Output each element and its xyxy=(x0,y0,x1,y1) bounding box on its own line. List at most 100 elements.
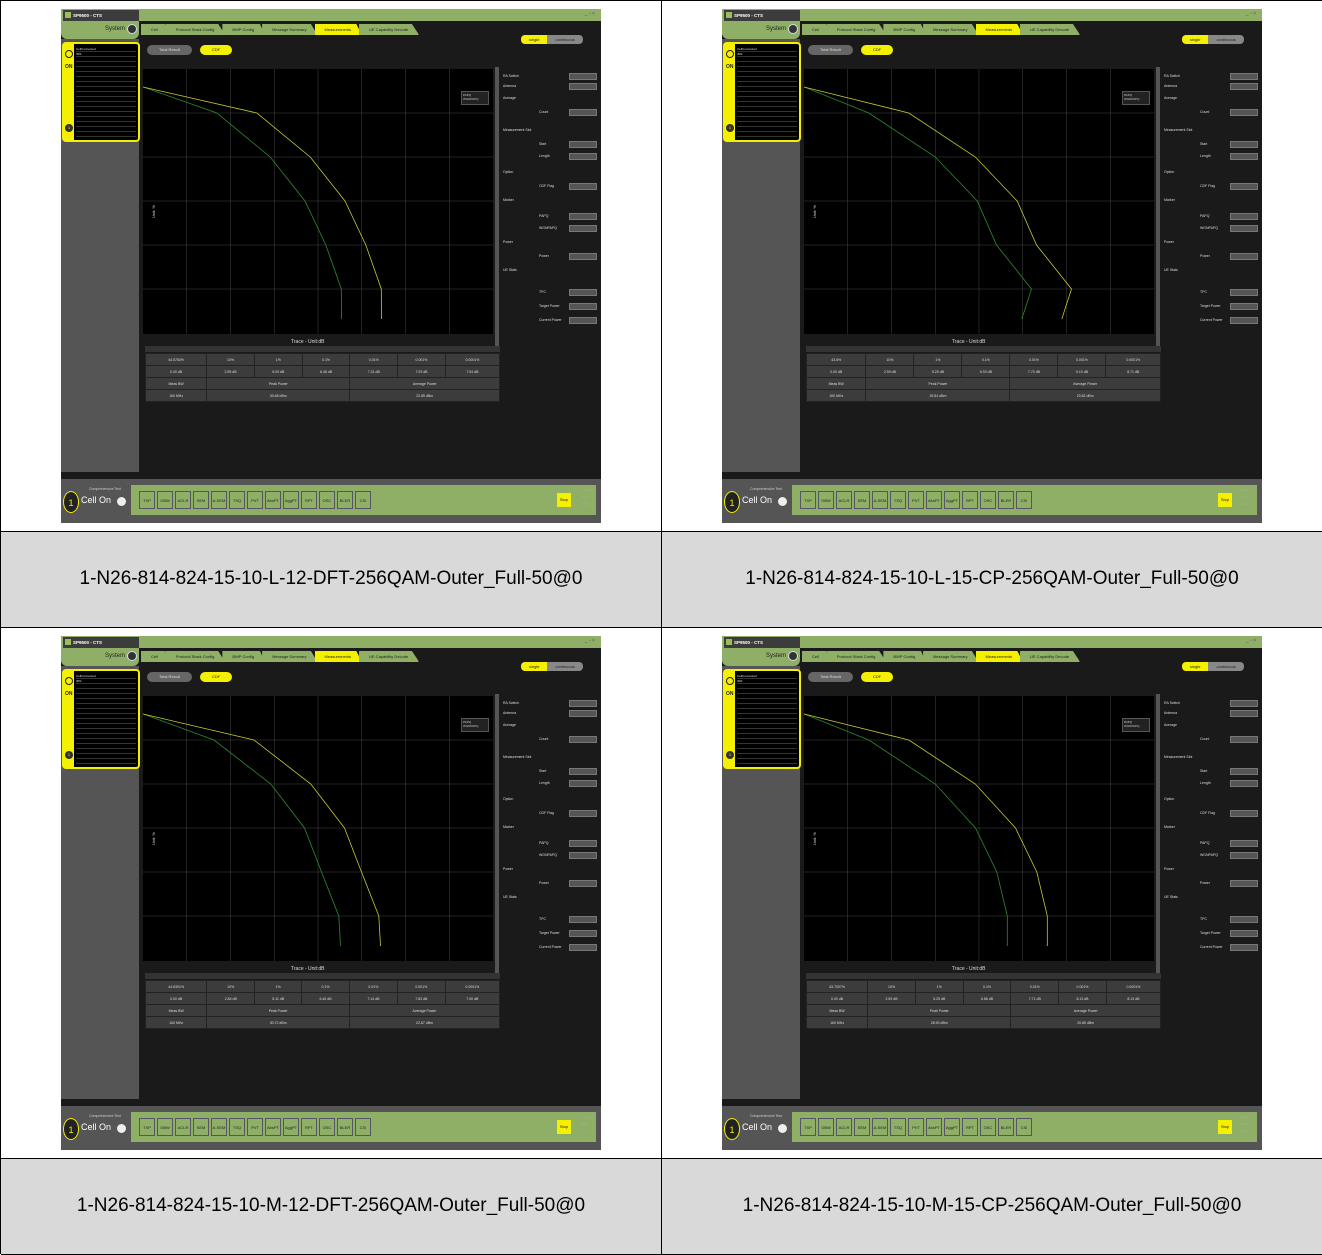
tab-protocol-stack-config[interactable]: Protocol Stack Config xyxy=(826,651,887,662)
setting-field[interactable] xyxy=(1230,768,1258,775)
side-action-preset[interactable]: Preset xyxy=(581,488,590,492)
cdf-button[interactable]: CDF xyxy=(199,45,233,55)
side-action-load[interactable]: Load xyxy=(581,502,588,506)
setting-field[interactable] xyxy=(1230,810,1258,817)
setting-field[interactable] xyxy=(1230,183,1258,190)
setting-field[interactable] xyxy=(1230,736,1258,743)
continuous-button[interactable]: continuous xyxy=(547,35,583,44)
measure-button-csi[interactable]: CSI xyxy=(355,1118,371,1136)
measure-button-aggpt[interactable]: AggPT xyxy=(944,1118,960,1136)
measure-button-aclr[interactable]: ACLR xyxy=(836,1118,852,1136)
cdf-button[interactable]: CDF xyxy=(199,672,233,682)
measure-button-rpt[interactable]: RPT xyxy=(301,491,317,509)
side-action-save[interactable]: Save xyxy=(581,1122,588,1126)
setting-field[interactable] xyxy=(569,810,597,817)
tab-message-summary[interactable]: Message Summary xyxy=(923,24,979,35)
single-button[interactable]: single xyxy=(1182,662,1209,671)
measure-button-aggpt[interactable]: AggPT xyxy=(283,1118,299,1136)
setting-field[interactable] xyxy=(1230,253,1258,260)
measure-button-abspt[interactable]: AbsPT xyxy=(265,1118,281,1136)
side-action-save[interactable]: Save xyxy=(581,495,588,499)
globe-icon[interactable] xyxy=(127,651,137,661)
side-action-preset[interactable]: Preset xyxy=(581,1115,590,1119)
side-action-load[interactable]: Load xyxy=(1242,502,1249,506)
setting-field[interactable] xyxy=(1230,83,1258,90)
tab-ue-capability-decode[interactable]: UE Capability Decode xyxy=(359,651,420,662)
vertical-scrollbar[interactable] xyxy=(495,67,499,347)
continuous-button[interactable]: continuous xyxy=(1208,35,1244,44)
setting-field[interactable] xyxy=(1230,930,1258,937)
measure-button-csi[interactable]: CSI xyxy=(1016,491,1032,509)
measure-button-sem[interactable]: SEM xyxy=(854,491,870,509)
measure-button-aggpt[interactable]: AggPT xyxy=(944,491,960,509)
setting-field[interactable] xyxy=(569,840,597,847)
setting-field[interactable] xyxy=(1230,944,1258,951)
side-action-preset[interactable]: Preset xyxy=(1242,1115,1251,1119)
side-action-save[interactable]: Save xyxy=(1242,495,1249,499)
tab-protocol-stack-config[interactable]: Protocol Stack Config xyxy=(826,24,887,35)
tab-ue-capability-decode[interactable]: UE Capability Decode xyxy=(1020,24,1081,35)
horizontal-scrollbar[interactable] xyxy=(806,973,1161,979)
window-controls[interactable]: _ ▫ × xyxy=(1245,11,1256,17)
measure-button-pvt[interactable]: PVT xyxy=(908,491,924,509)
horizontal-scrollbar[interactable] xyxy=(806,346,1161,352)
measure-button-bler[interactable]: BLER xyxy=(337,491,353,509)
measure-button-sem[interactable]: SEM xyxy=(193,491,209,509)
setting-field[interactable] xyxy=(1230,317,1258,324)
tab-message-summary[interactable]: Message Summary xyxy=(262,24,318,35)
setting-field[interactable] xyxy=(1230,141,1258,148)
tab-bwp-config[interactable]: BWP Config xyxy=(222,24,266,35)
setting-field[interactable] xyxy=(569,153,597,160)
setting-field[interactable] xyxy=(1230,852,1258,859)
measure-button-sem[interactable]: SEM xyxy=(193,1118,209,1136)
measure-button-aclr[interactable]: ACLR xyxy=(836,491,852,509)
side-action-save[interactable]: Save xyxy=(1242,1122,1249,1126)
setting-field[interactable] xyxy=(569,944,597,951)
measure-button-csi[interactable]: CSI xyxy=(355,491,371,509)
measure-button-aclr[interactable]: ACLR xyxy=(175,1118,191,1136)
system-menu[interactable]: System xyxy=(61,21,139,39)
setting-field[interactable] xyxy=(1230,303,1258,310)
measure-button-a-sem[interactable]: A-SEM xyxy=(211,1118,227,1136)
stop-button[interactable]: Stop xyxy=(557,493,571,507)
cell-on-toggle[interactable] xyxy=(117,497,126,506)
measure-button-osc[interactable]: OSC xyxy=(980,491,996,509)
tab-measurements[interactable]: Measurements xyxy=(314,651,363,662)
tab-protocol-stack-config[interactable]: Protocol Stack Config xyxy=(165,24,226,35)
setting-field[interactable] xyxy=(569,225,597,232)
measure-button-txp[interactable]: TXP xyxy=(800,1118,816,1136)
total-result-button[interactable]: Total Result xyxy=(147,45,192,55)
cell-on-toggle[interactable] xyxy=(117,1124,126,1133)
stop-button[interactable]: Stop xyxy=(557,1120,571,1134)
setting-field[interactable] xyxy=(1230,780,1258,787)
setting-field[interactable] xyxy=(1230,916,1258,923)
measure-button-obw[interactable]: OBW xyxy=(818,1118,834,1136)
tab-protocol-stack-config[interactable]: Protocol Stack Config xyxy=(165,651,226,662)
setting-field[interactable] xyxy=(569,317,597,324)
setting-field[interactable] xyxy=(569,183,597,190)
vertical-scrollbar[interactable] xyxy=(1156,67,1160,347)
system-menu[interactable]: System xyxy=(61,648,139,666)
measure-button-a-sem[interactable]: A-SEM xyxy=(872,491,888,509)
setting-field[interactable] xyxy=(569,213,597,220)
tab-ue-capability-decode[interactable]: UE Capability Decode xyxy=(1020,651,1081,662)
tab-bwp-config[interactable]: BWP Config xyxy=(883,24,927,35)
stop-button[interactable]: Stop xyxy=(1218,493,1232,507)
tab-message-summary[interactable]: Message Summary xyxy=(262,651,318,662)
measure-button-txp[interactable]: TXP xyxy=(800,491,816,509)
single-button[interactable]: single xyxy=(521,35,548,44)
cdf-button[interactable]: CDF xyxy=(860,672,894,682)
horizontal-scrollbar[interactable] xyxy=(145,973,500,979)
setting-field[interactable] xyxy=(1230,109,1258,116)
measure-button-pvt[interactable]: PVT xyxy=(247,491,263,509)
setting-field[interactable] xyxy=(569,852,597,859)
tab-cell[interactable]: Cell xyxy=(802,651,830,662)
measure-button-obw[interactable]: OBW xyxy=(157,1118,173,1136)
tab-measurements[interactable]: Measurements xyxy=(975,651,1024,662)
tab-cell[interactable]: Cell xyxy=(802,24,830,35)
measure-button-csi[interactable]: CSI xyxy=(1016,1118,1032,1136)
measure-button-sem[interactable]: SEM xyxy=(854,1118,870,1136)
cell-on-toggle[interactable] xyxy=(778,497,787,506)
setting-field[interactable] xyxy=(1230,880,1258,887)
measure-button-tsq[interactable]: TSQ xyxy=(890,491,906,509)
